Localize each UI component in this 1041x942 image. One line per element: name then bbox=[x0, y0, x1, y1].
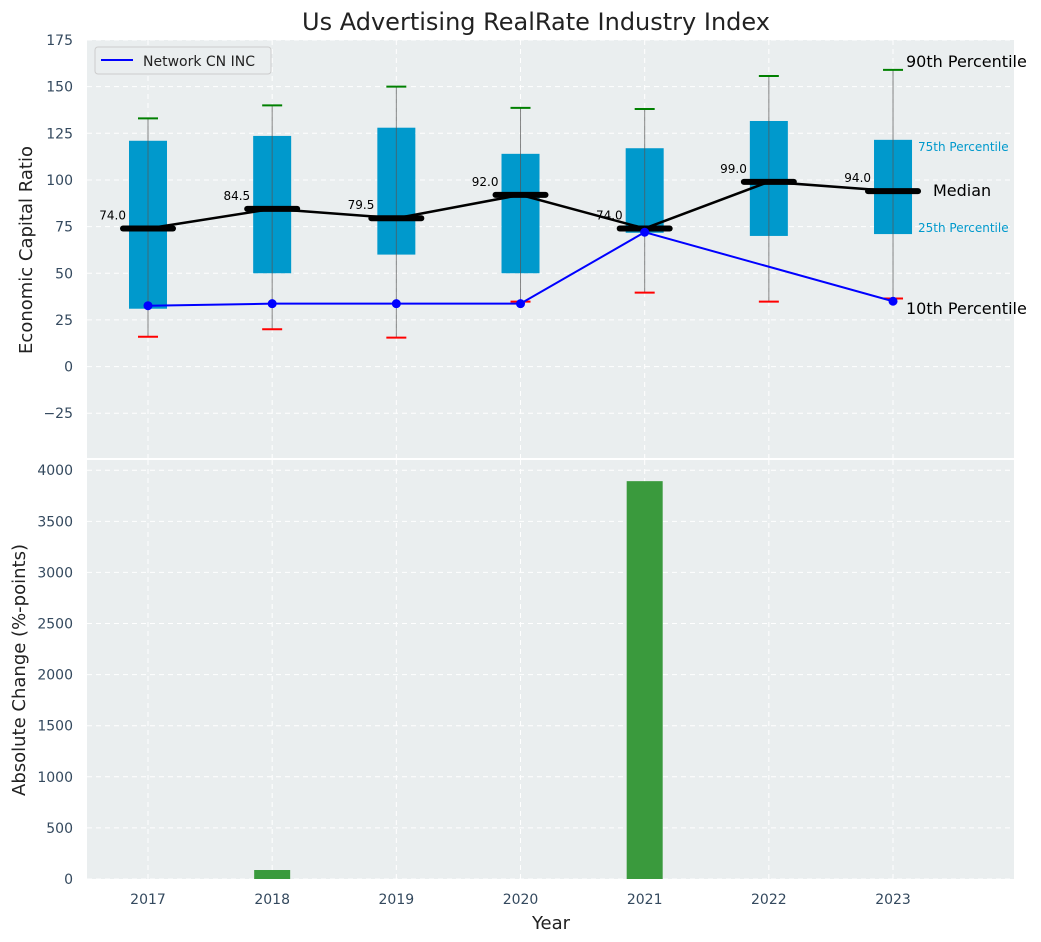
bottom-y-tick-label: 500 bbox=[46, 821, 73, 837]
company-point bbox=[640, 227, 650, 237]
top-y-axis-label: Economic Capital Ratio bbox=[16, 146, 37, 354]
top-y-tick-label: 75 bbox=[55, 220, 73, 236]
top-y-tick-label: 0 bbox=[64, 360, 73, 376]
top-y-tick-label: 175 bbox=[46, 33, 73, 49]
company-point bbox=[516, 299, 526, 309]
top-y-tick-label: 150 bbox=[46, 80, 73, 96]
median-value-label: 74.0 bbox=[99, 208, 126, 222]
bottom-y-tick-label: 0 bbox=[64, 872, 73, 888]
bottom-y-tick-label: 3000 bbox=[37, 565, 73, 581]
top-y-tick-label: 125 bbox=[46, 126, 73, 142]
median-value-label: 74.0 bbox=[596, 208, 623, 222]
median-value-label: 94.0 bbox=[844, 171, 871, 185]
top-y-tick-label: 100 bbox=[46, 173, 73, 189]
x-tick-label: 2019 bbox=[379, 892, 415, 908]
bottom-y-tick-label: 2000 bbox=[37, 668, 73, 684]
bottom-y-axis-label: Absolute Change (%-points) bbox=[9, 544, 30, 796]
median-value-label: 79.5 bbox=[348, 198, 375, 212]
company-point bbox=[267, 299, 277, 309]
top-plot-area bbox=[87, 40, 1014, 458]
top-y-tick-label: 25 bbox=[55, 313, 73, 329]
company-point bbox=[391, 299, 401, 309]
annotation-p10: 10th Percentile bbox=[906, 299, 1027, 318]
x-axis-label: Year bbox=[531, 913, 571, 934]
top-y-tick-label: 50 bbox=[55, 266, 73, 282]
median-value-label: 99.0 bbox=[720, 162, 747, 176]
median-value-label: 84.5 bbox=[223, 189, 250, 203]
x-tick-label: 2017 bbox=[130, 892, 166, 908]
chart-title: Us Advertising RealRate Industry Index bbox=[302, 8, 770, 36]
x-tick-label: 2021 bbox=[627, 892, 663, 908]
bottom-y-tick-label: 3500 bbox=[37, 514, 73, 530]
company-point bbox=[888, 296, 898, 306]
bottom-plot-area bbox=[87, 460, 1014, 879]
change-bar bbox=[626, 481, 663, 879]
x-tick-label: 2020 bbox=[503, 892, 539, 908]
x-tick-label: 2022 bbox=[751, 892, 787, 908]
bottom-y-tick-label: 1500 bbox=[37, 719, 73, 735]
bottom-y-tick-label: 2500 bbox=[37, 617, 73, 633]
annotation-median: Median bbox=[933, 181, 991, 200]
top-y-tick-label: −25 bbox=[43, 406, 73, 422]
legend-label: Network CN INC bbox=[143, 54, 255, 70]
company-line bbox=[147, 231, 894, 307]
change-bar bbox=[254, 870, 291, 879]
company-point bbox=[143, 301, 153, 311]
legend: Network CN INC bbox=[94, 46, 272, 75]
annotation-q25: 25th Percentile bbox=[918, 221, 1009, 235]
x-tick-label: 2018 bbox=[254, 892, 290, 908]
bottom-y-tick-label: 4000 bbox=[37, 463, 73, 479]
x-tick-label: 2023 bbox=[875, 892, 911, 908]
annotation-p90: 90th Percentile bbox=[906, 52, 1027, 71]
bottom-y-tick-label: 1000 bbox=[37, 770, 73, 786]
annotation-q75: 75th Percentile bbox=[918, 140, 1009, 154]
median-value-label: 92.0 bbox=[472, 175, 499, 189]
